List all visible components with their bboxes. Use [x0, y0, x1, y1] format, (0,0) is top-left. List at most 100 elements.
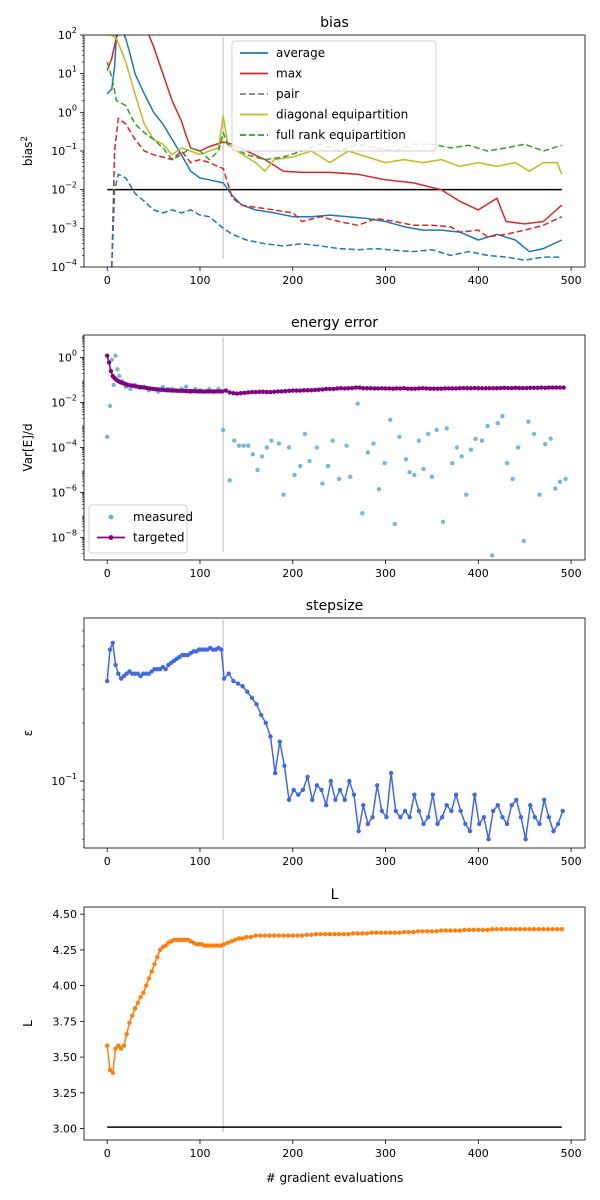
data-point — [157, 947, 163, 953]
data-point — [374, 783, 380, 788]
data-point — [508, 926, 513, 932]
data-point — [356, 828, 361, 834]
data-point — [424, 386, 429, 391]
data-point — [312, 387, 318, 393]
data-point — [227, 390, 232, 395]
data-point-measured — [355, 401, 360, 406]
data-point — [495, 802, 500, 808]
data-point — [542, 385, 548, 391]
data-point — [405, 386, 410, 391]
data-point — [347, 778, 352, 784]
y-tick-label: 10−2 — [51, 181, 77, 197]
data-point — [499, 926, 504, 932]
legend: measured targeted — [88, 504, 193, 554]
data-point — [527, 926, 532, 932]
data-point-measured — [255, 467, 260, 473]
data-point — [461, 385, 466, 391]
data-point — [107, 1067, 113, 1073]
data-point — [353, 385, 359, 390]
data-point — [365, 821, 371, 827]
data-point — [520, 385, 526, 391]
data-point — [509, 385, 514, 391]
data-point — [260, 389, 266, 394]
data-point-measured — [241, 443, 246, 448]
y-axis-label: bias2 — [20, 136, 35, 166]
data-point — [523, 836, 528, 842]
data-point — [327, 931, 333, 937]
data-point-measured — [297, 463, 303, 469]
data-point-measured — [412, 472, 417, 478]
data-point — [355, 931, 360, 936]
data-point — [483, 386, 488, 391]
data-point — [248, 934, 254, 940]
data-point-measured — [563, 476, 568, 482]
panel-title: stepsize — [306, 598, 363, 614]
data-point-measured — [444, 426, 449, 431]
data-point — [221, 676, 227, 681]
data-point — [318, 931, 323, 937]
data-point — [300, 787, 306, 793]
data-point — [323, 802, 329, 808]
data-point-measured — [109, 357, 115, 362]
data-point-measured — [286, 445, 292, 450]
data-point — [297, 388, 303, 393]
data-point — [472, 792, 477, 797]
y-tick-label: 10−6 — [51, 484, 77, 500]
data-point — [457, 386, 462, 391]
data-point — [364, 931, 370, 936]
data-point — [476, 386, 481, 391]
data-point — [415, 929, 421, 934]
data-point — [130, 1013, 135, 1018]
y-tick-label: 4.00 — [53, 980, 78, 993]
data-point — [559, 926, 565, 932]
data-point — [372, 386, 377, 391]
data-point — [116, 1043, 121, 1048]
data-point — [110, 1070, 115, 1076]
data-point — [429, 929, 435, 934]
data-point-measured — [360, 511, 365, 516]
x-tick-label: 400 — [468, 855, 489, 868]
y-tick-label: 10−1 — [51, 772, 77, 788]
data-point — [229, 939, 234, 944]
data-point — [314, 783, 320, 788]
data-point — [439, 814, 445, 820]
data-point — [401, 386, 407, 391]
data-point — [283, 388, 288, 394]
data-point — [104, 353, 110, 358]
data-point — [316, 387, 321, 392]
data-point-measured — [510, 476, 515, 482]
data-point — [253, 933, 258, 938]
data-point — [513, 385, 518, 391]
data-point-measured — [246, 443, 251, 448]
data-point — [249, 389, 255, 395]
x-tick-label: 100 — [189, 274, 210, 287]
y-axis-label-superscript: 2 — [20, 136, 30, 142]
data-point — [279, 389, 284, 394]
data-point — [384, 814, 389, 820]
data-point — [361, 386, 366, 391]
series-L — [106, 928, 562, 1074]
data-point — [268, 734, 273, 739]
y-tick-label: 100 — [58, 103, 77, 119]
panel-title: L — [331, 887, 339, 903]
data-point-measured — [302, 431, 308, 437]
y-axis-label: ε — [21, 730, 35, 737]
data-point — [113, 1046, 118, 1051]
y-tick-label: 3.25 — [53, 1087, 78, 1100]
data-point — [240, 936, 245, 941]
data-point — [442, 386, 448, 391]
data-point — [342, 386, 347, 391]
data-point — [132, 1006, 138, 1011]
legend-label: full rank equipartition — [276, 128, 406, 142]
data-point — [509, 802, 514, 808]
data-point — [427, 386, 433, 391]
data-point — [545, 926, 551, 932]
data-point — [435, 821, 440, 827]
data-point — [263, 720, 269, 726]
data-point — [309, 932, 314, 938]
data-point — [466, 927, 472, 933]
data-point — [223, 388, 229, 393]
panel-title: bias — [320, 15, 349, 31]
data-point — [110, 640, 115, 646]
